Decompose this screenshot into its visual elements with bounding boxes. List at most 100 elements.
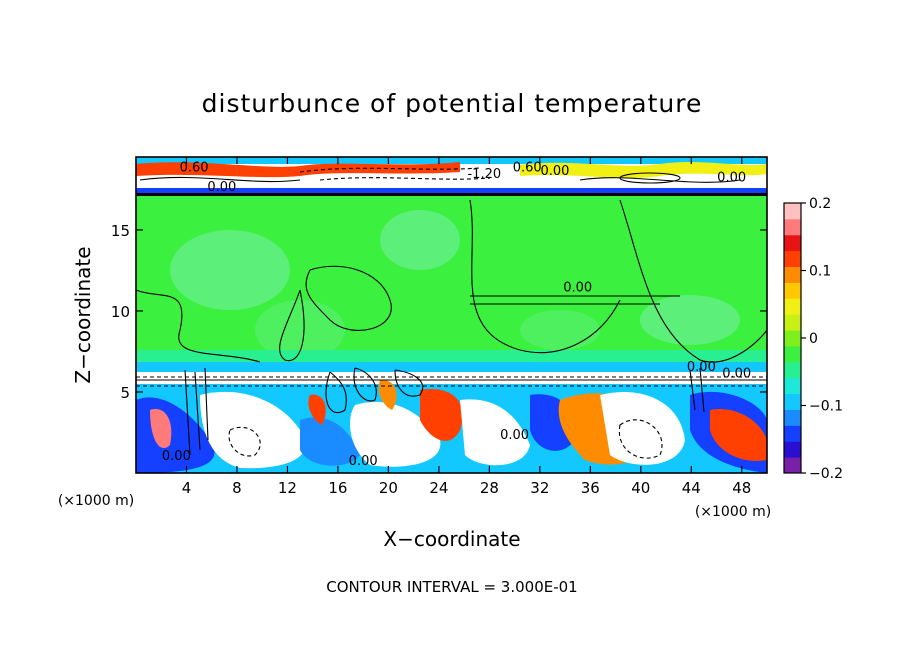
contour-label: 0.00 bbox=[541, 164, 570, 179]
lower-blob bbox=[308, 394, 326, 425]
contour-line bbox=[325, 371, 347, 414]
lower-blob bbox=[600, 392, 685, 465]
colorbar-swatch bbox=[784, 345, 801, 363]
x-tick-label: 8 bbox=[232, 479, 242, 497]
contour-line bbox=[279, 289, 305, 362]
contour-line bbox=[469, 199, 621, 354]
lower-blob bbox=[710, 409, 767, 461]
contour-line bbox=[299, 167, 481, 173]
lower-blob bbox=[150, 409, 172, 449]
contour-line bbox=[394, 369, 423, 397]
plot-frame bbox=[135, 156, 768, 474]
contour-line bbox=[139, 176, 301, 183]
field-band bbox=[136, 362, 767, 374]
x-tick-label: 48 bbox=[732, 479, 751, 497]
chart-title: disturbunce of potential temperature bbox=[202, 89, 703, 118]
contour-interval-note: CONTOUR INTERVAL = 3.000E-01 bbox=[326, 578, 577, 596]
field-patch bbox=[255, 300, 345, 360]
top-blob bbox=[136, 162, 460, 178]
contour-labels: 0.600.00-1.20 0.600.00 0.000.000.00 0.000.0… bbox=[162, 161, 751, 469]
contour-line bbox=[470, 295, 680, 305]
top-band bbox=[136, 157, 767, 164]
colorbar-swatch bbox=[784, 393, 801, 410]
lower-blob bbox=[300, 417, 360, 466]
contour-line bbox=[619, 172, 681, 184]
field-patch bbox=[520, 310, 600, 350]
colorbar-tick-label: 0.2 bbox=[809, 196, 831, 212]
colorbar-swatch bbox=[784, 441, 801, 458]
field-band bbox=[136, 372, 767, 384]
y-tick-label: 15 bbox=[111, 222, 130, 240]
contour-label: 0.00 bbox=[717, 170, 746, 185]
contour-line bbox=[689, 367, 705, 413]
plot-area: 0.600.00-1.20 0.600.00 0.000.000.00 0.000.0… bbox=[136, 157, 767, 473]
field-patch bbox=[640, 295, 740, 345]
top-blob bbox=[520, 162, 767, 178]
field-patch bbox=[380, 210, 460, 270]
contour-label: 0.00 bbox=[687, 360, 716, 375]
colorbar: 0.2 0.1 0 −0.1 −0.2 bbox=[783, 196, 843, 482]
x-tick-label: 36 bbox=[581, 479, 600, 497]
colorbar-swatch bbox=[784, 425, 801, 442]
colorbar-swatch bbox=[784, 377, 801, 395]
colorbar-swatch bbox=[784, 218, 801, 236]
contour-line bbox=[618, 419, 663, 459]
colorbar-swatch bbox=[784, 203, 801, 220]
colorbar-swatch bbox=[784, 409, 801, 426]
x-tick-label: 16 bbox=[328, 479, 347, 497]
x-unit-left: (×1000 m) bbox=[58, 493, 134, 509]
contour-label: 0.00 bbox=[563, 281, 592, 296]
x-tick-label: 40 bbox=[631, 479, 650, 497]
y-tick-label: 5 bbox=[120, 384, 130, 402]
colorbar-swatch bbox=[784, 250, 801, 268]
contour-line bbox=[353, 367, 377, 402]
colorbar-tick-label: 0.1 bbox=[809, 264, 831, 280]
x-tick-label: 24 bbox=[429, 479, 448, 497]
x-tick-label: 28 bbox=[480, 479, 499, 497]
colorbar-tick-label: −0.1 bbox=[809, 399, 843, 415]
x-tick-label: 32 bbox=[530, 479, 549, 497]
lower-blob bbox=[420, 389, 463, 441]
contour-label: -1.20 bbox=[467, 167, 501, 182]
y-tick-label: 10 bbox=[111, 303, 130, 321]
contour-label: 0.60 bbox=[513, 161, 542, 176]
colorbar-swatch bbox=[784, 282, 801, 299]
lower-blob bbox=[350, 401, 441, 467]
contour-label: 0.00 bbox=[722, 366, 751, 381]
y-axis: 5 10 15 bbox=[111, 222, 767, 402]
contour-line bbox=[228, 426, 261, 457]
tropopause-line bbox=[136, 193, 767, 196]
colorbar-tick-label: 0 bbox=[809, 331, 818, 347]
contour-label: 0.00 bbox=[500, 428, 529, 443]
x-axis: 4 8 12 16 20 24 28 32 36 40 44 48 bbox=[182, 157, 751, 497]
x-unit-right: (×1000 m) bbox=[695, 504, 771, 520]
colorbar-swatch bbox=[784, 298, 801, 315]
lower-blob bbox=[378, 379, 397, 410]
contour-label: 0.00 bbox=[207, 180, 236, 195]
x-tick-label: 4 bbox=[182, 479, 192, 497]
colorbar-swatch bbox=[784, 266, 801, 283]
contour-line bbox=[305, 265, 392, 331]
y-axis-label: Z−coordinate bbox=[71, 246, 95, 383]
contour-label: 0.00 bbox=[349, 454, 378, 469]
contour-line bbox=[619, 199, 767, 363]
contour-label: 0.60 bbox=[180, 161, 209, 176]
top-band bbox=[136, 188, 767, 194]
x-tick-label: 20 bbox=[379, 479, 398, 497]
contour-line bbox=[136, 289, 261, 363]
contour-line bbox=[184, 367, 209, 456]
x-tick-label: 12 bbox=[278, 479, 297, 497]
lower-blob bbox=[460, 399, 530, 466]
field-patch bbox=[170, 230, 290, 310]
contour-line bbox=[136, 376, 767, 387]
contour-line bbox=[319, 177, 491, 181]
colorbar-swatch bbox=[784, 457, 801, 474]
contour-label: 0.00 bbox=[162, 449, 191, 464]
contour-line bbox=[579, 177, 741, 183]
colorbar-swatch bbox=[784, 314, 801, 331]
colorbar-swatch bbox=[784, 234, 801, 252]
colorbar-swatch bbox=[784, 330, 801, 347]
x-axis-label: X−coordinate bbox=[383, 527, 520, 551]
x-tick-label: 44 bbox=[682, 479, 701, 497]
